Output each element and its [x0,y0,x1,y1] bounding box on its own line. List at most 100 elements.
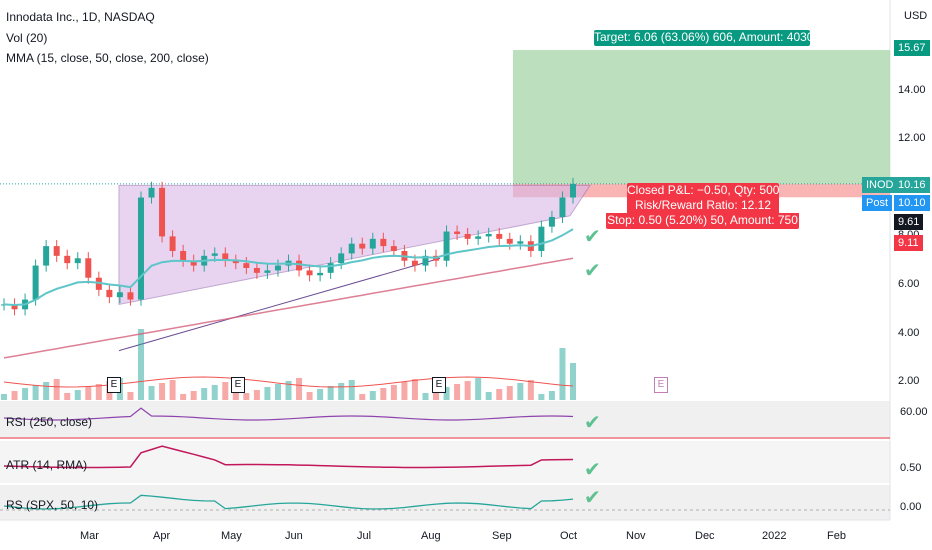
candle-body [485,233,492,237]
upcoming-earnings-marker[interactable]: E [654,377,668,393]
time-tick: 2022 [762,530,787,542]
price-tick: 6.00 [898,278,920,290]
volume-bar [538,394,545,400]
volume-bar [454,384,461,400]
check-icon: ✔ [584,258,601,282]
atr-pane-bg [0,441,890,483]
volume-bar [127,392,134,400]
volume-bar [264,387,271,400]
volume-bar [327,386,334,400]
volume-bar [443,387,450,400]
symbol-title: Innodata Inc., 1D, NASDAQ [6,10,155,24]
candle-body [43,246,50,266]
candle-body [517,241,524,244]
candle-body [454,231,461,234]
check-icon: ✔ [584,410,601,434]
volume-bar [53,379,60,400]
target-label[interactable]: Target: 6.06 (63.06%) 606, Amount: 4030 [594,30,814,46]
candle-body [137,197,144,300]
volume-bar [22,388,29,400]
level-b-tag: 9.11 [894,235,923,251]
candle-body [464,233,471,239]
candle-body [180,250,187,261]
last-price-tag: 10.16 [894,177,930,193]
volume-bar [85,387,92,400]
volume-bar [380,388,387,400]
candle-body [169,236,176,251]
volume-bar [464,381,471,400]
candle-body [211,253,218,256]
candle-body [32,265,39,300]
volume-bar [274,384,281,400]
candle-body [422,255,429,266]
candle-body [232,260,239,264]
rsi-label[interactable]: RSI (250, close) [6,415,93,429]
candle-body [253,267,260,273]
candle-body [106,289,113,298]
earnings-marker[interactable]: E [107,377,121,393]
volume-bar [190,391,197,400]
earnings-marker[interactable]: E [231,377,245,393]
closed-pl-label[interactable]: Closed P&L: −0.50, Qty: 500 [627,183,780,198]
price-tick: 2.00 [898,375,920,387]
post-market-tag: Post [862,195,893,211]
volume-bar [359,394,366,400]
mma-indicator-label[interactable]: MMA (15, close, 50, close, 200, close) [6,51,209,65]
stop-label[interactable]: Stop: 0.50 (5.20%) 50, Amount: 750 [606,213,799,229]
ticker-tag: INOD [862,177,898,193]
rs-line [3,494,574,510]
candle-body [338,253,345,264]
candle-body [85,258,92,278]
volume-bar [548,391,555,400]
volume-bar [348,380,355,400]
post-price-tag: 10.10 [894,195,930,211]
time-tick: Mar [80,530,99,542]
atr-label[interactable]: ATR (14, RMA) [6,458,88,472]
rs-pane-bg [0,485,890,520]
candle-body [348,243,355,254]
candle-body [190,260,197,266]
rs-label[interactable]: RS (SPX, 50, 10) [6,498,99,512]
candle-body [274,265,281,271]
volume-bar [317,389,324,400]
candle-body [390,246,397,251]
candle-body [475,236,482,239]
volume-bar [506,386,513,400]
target-price-tag: 15.67 [894,40,930,56]
volume-bar [390,385,397,400]
candle-body [570,183,576,198]
price-tick: 14.00 [898,84,926,96]
volume-bar [433,390,440,400]
volume-bar [401,382,408,400]
candle-body [64,255,71,264]
candle-body [148,187,155,198]
earnings-marker[interactable]: E [432,377,446,393]
time-tick: Sep [492,530,512,542]
volume-bar [74,390,81,400]
time-tick: Feb [827,530,846,542]
candle-body [317,272,324,276]
volume-bar [496,389,503,400]
candle-body [116,292,123,298]
volume-bar [253,390,260,400]
volume-bar [180,394,187,400]
volume-bar [296,378,303,400]
time-tick: Jul [357,530,372,542]
risk-reward-label[interactable]: Risk/Reward Ratio: 12.12 [627,198,779,213]
candle-body [296,260,303,271]
volume-bar [527,380,534,400]
check-icon: ✔ [584,485,601,509]
volume-indicator-label[interactable]: Vol (20) [6,31,48,45]
time-tick: Dec [695,530,715,542]
candle-body [443,231,450,261]
candle-body [411,260,418,266]
volume-bar [485,392,492,400]
candle-body [264,270,271,273]
price-tick: 4.00 [898,327,920,339]
candle-body [506,238,513,244]
volume-bar [475,378,482,400]
atr-axis-value: 0.50 [900,462,922,474]
candle-body [159,187,166,237]
volume-bar [211,385,218,400]
